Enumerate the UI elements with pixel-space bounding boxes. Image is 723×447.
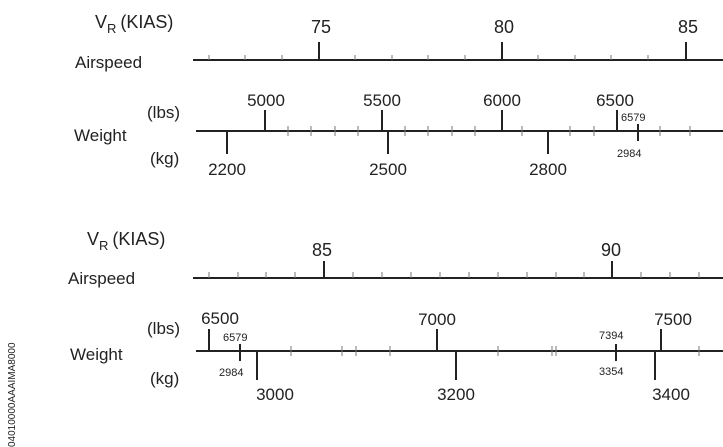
bottom-airspeed-tick-label: 85 <box>312 240 332 260</box>
top-weight-label: Weight <box>74 126 127 145</box>
side-code: 04010000AAAIMA8000 <box>7 342 18 447</box>
bottom-scale-group: VR (KIAS) Airspeed 85 90 Weight (lbs) (kg… <box>68 229 723 404</box>
top-airspeed-tick-label: 75 <box>311 17 331 37</box>
bottom-kg-tick-label: 3400 <box>652 385 690 404</box>
bottom-lbs-tick-label: 6500 <box>201 309 239 328</box>
bottom-lbs-label: (lbs) <box>147 319 180 338</box>
top-kg-tick-label: 2800 <box>529 160 567 179</box>
bottom-lbs-tick-label: 7000 <box>418 310 456 329</box>
top-airspeed-minor-ticks <box>208 55 649 60</box>
bottom-marker2-kg-label: 3354 <box>599 366 623 378</box>
top-lbs-tick-label: 5000 <box>247 91 285 110</box>
top-airspeed-label: Airspeed <box>75 53 142 72</box>
bottom-airspeed-tick-label: 90 <box>601 240 621 260</box>
bottom-airspeed-minor-ticks <box>208 272 700 278</box>
top-lbs-tick-label: 6000 <box>483 91 521 110</box>
bottom-kg-tick-label: 3200 <box>437 385 475 404</box>
bottom-marker1-lbs-label: 6579 <box>223 332 247 344</box>
bottom-kg-tick-label: 3000 <box>256 385 294 404</box>
bottom-weight-label: Weight <box>70 345 123 364</box>
top-airspeed-tick-label: 80 <box>494 17 514 37</box>
top-lbs-label: (lbs) <box>147 103 180 122</box>
top-airspeed-tick-label: 85 <box>678 17 698 37</box>
bottom-marker1-kg-label: 2984 <box>219 367 243 379</box>
top-lbs-tick-label: 5500 <box>363 91 401 110</box>
top-kg-label: (kg) <box>150 149 179 168</box>
top-vr-label: VR (KIAS) <box>95 12 173 36</box>
top-scale-group: VR (KIAS) Airspeed 75 80 85 Weight (lbs) … <box>74 12 723 179</box>
top-kg-tick-label: 2200 <box>208 160 246 179</box>
top-marker-kg-label: 2984 <box>617 148 641 160</box>
bottom-airspeed-label: Airspeed <box>68 269 135 288</box>
bottom-marker2-lbs-label: 7394 <box>599 330 623 342</box>
top-marker-lbs-label: 6579 <box>621 112 645 124</box>
bottom-weight-minor-ticks <box>290 346 700 356</box>
top-weight-minor-ticks <box>287 126 691 136</box>
bottom-lbs-tick-label: 7500 <box>654 310 692 329</box>
bottom-kg-label: (kg) <box>150 369 179 388</box>
bottom-vr-label: VR (KIAS) <box>87 229 165 253</box>
top-lbs-tick-label: 6500 <box>596 91 634 110</box>
top-kg-tick-label: 2500 <box>369 160 407 179</box>
